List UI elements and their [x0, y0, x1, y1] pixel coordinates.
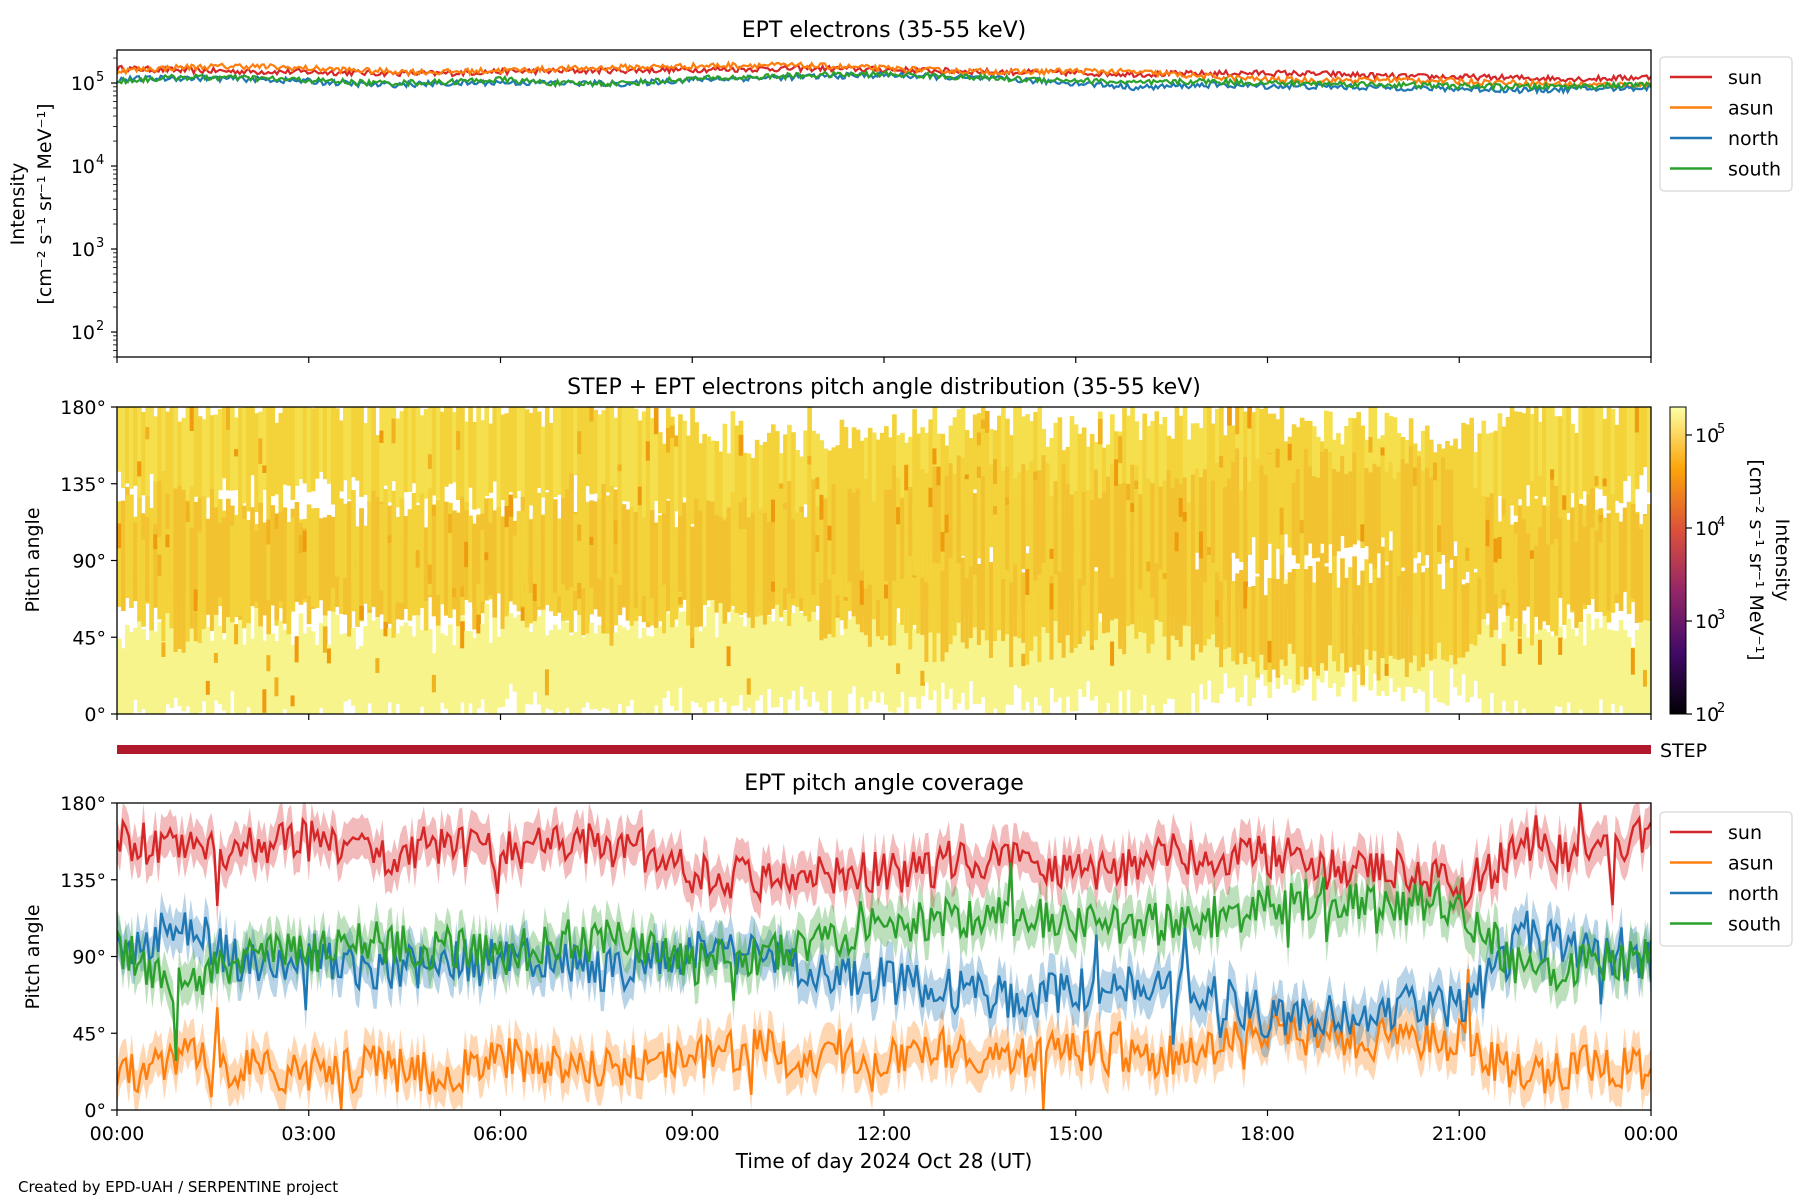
coverage-x-ticks: 00:00 03:00 06:00 09:00 12:00 15:00 18:00 21:00… [90, 1110, 1679, 1145]
y-tick-label: 90° [72, 551, 106, 573]
coverage-line-sun [117, 803, 1651, 910]
y-tick-label-base: 10 [71, 322, 95, 344]
coverage-ylabel: Pitch angle [22, 904, 44, 1009]
legend-label-sun: sun [1728, 822, 1762, 844]
x-tick-label: 00:00 [90, 1123, 145, 1145]
series-line-south [117, 69, 1651, 93]
pad-y-ticks: 0° 45° 90° 135° 180° [60, 397, 117, 726]
series-line-north [117, 70, 1651, 96]
coverage-y-ticks: 0° 45° 90° 135° 180° [60, 793, 117, 1122]
legend-box [1659, 811, 1793, 947]
band-south [117, 842, 1651, 1082]
pad-x-ticks [116, 714, 1652, 720]
pad-ylabel: Pitch angle [22, 507, 44, 612]
legend-box [1659, 56, 1793, 192]
y-tick-label: 45° [72, 1023, 106, 1045]
coverage-legend: sun asun north south [1659, 811, 1793, 947]
legend-label-north: north [1728, 128, 1779, 150]
y-tick-label: 90° [72, 947, 106, 969]
footer-credit: Created by EPD-UAH / SERPENTINE project [18, 1178, 338, 1196]
colorbar-tick-exp: 4 [1717, 515, 1725, 530]
coverage-bands [117, 803, 1651, 1110]
intensity-x-ticks [116, 357, 1652, 363]
x-tick-label: 18:00 [1240, 1123, 1295, 1145]
y-tick-label-exp: 2 [96, 319, 104, 334]
legend-label-south: south [1728, 914, 1781, 936]
intensity-lines [117, 60, 1651, 96]
y-tick-label-base: 10 [71, 239, 95, 261]
panel-coverage: EPT pitch angle coverage 0° 45° 90° 135° 180… [22, 771, 1793, 1173]
coverage-xlabel: Time of day 2024 Oct 28 (UT) [735, 1149, 1033, 1173]
colorbar-label-line2: [cm⁻² s⁻¹ sr⁻¹ MeV⁻¹] [1745, 459, 1767, 660]
x-tick-label: 00:00 [1624, 1123, 1679, 1145]
coverage-line-south [117, 862, 1651, 1062]
y-tick-label: 135° [60, 870, 106, 892]
y-tick-label: 135° [60, 474, 106, 496]
colorbar-label-line1: Intensity [1771, 519, 1793, 602]
coverage-line-north [117, 910, 1651, 1045]
step-coverage-bar [117, 745, 1651, 754]
y-tick-label: 0° [84, 704, 106, 726]
x-tick-label: 09:00 [665, 1123, 720, 1145]
y-tick-label: 180° [60, 793, 106, 815]
y-tick-label-base: 10 [71, 73, 95, 95]
panel-intensity-frame [116, 49, 1652, 358]
intensity-ylabel-line1: Intensity [7, 163, 29, 246]
coverage-line-asun [117, 969, 1651, 1110]
legend-label-north: north [1728, 883, 1779, 905]
series-line-asun [117, 60, 1651, 89]
legend-label-asun: asun [1728, 98, 1774, 120]
panel-step: STEP [117, 740, 1707, 762]
x-tick-label: 21:00 [1432, 1123, 1487, 1145]
band-asun [117, 948, 1651, 1110]
colorbar [1669, 406, 1687, 715]
x-tick-label: 15:00 [1048, 1123, 1103, 1145]
panel-pad-title: STEP + EPT electrons pitch angle distrib… [567, 375, 1201, 400]
colorbar-tick-base: 10 [1695, 518, 1719, 540]
y-tick-label: 45° [72, 627, 106, 649]
y-tick-label-exp: 5 [96, 70, 104, 85]
step-label: STEP [1660, 740, 1707, 762]
panel-intensity-title: EPT electrons (35-55 keV) [742, 18, 1027, 43]
y-tick-label-base: 10 [71, 156, 95, 178]
x-tick-label: 06:00 [473, 1123, 528, 1145]
legend-label-asun: asun [1728, 853, 1774, 875]
x-tick-label: 03:00 [281, 1123, 336, 1145]
colorbar-tick-base: 10 [1695, 425, 1719, 447]
colorbar-tick-base: 10 [1695, 611, 1719, 633]
colorbar-tick-exp: 2 [1717, 701, 1725, 716]
colorbar-tick-exp: 5 [1717, 422, 1725, 437]
intensity-legend: sun asun north south [1659, 56, 1793, 192]
panel-coverage-title: EPT pitch angle coverage [744, 771, 1024, 796]
legend-label-sun: sun [1728, 67, 1762, 89]
y-tick-label-exp: 3 [96, 236, 104, 251]
y-tick-label-exp: 4 [96, 153, 104, 168]
colorbar-tick-exp: 3 [1717, 608, 1725, 623]
intensity-ylabel-line2: [cm⁻² s⁻¹ sr⁻¹ MeV⁻¹] [34, 103, 56, 304]
panel-pad: STEP + EPT electrons pitch angle distrib… [22, 375, 1793, 726]
pad-heatmap [117, 407, 1651, 714]
legend-label-south: south [1728, 159, 1781, 181]
coverage-lines [117, 803, 1651, 1110]
colorbar-tick-base: 10 [1695, 704, 1719, 726]
x-tick-label: 12:00 [857, 1123, 912, 1145]
y-tick-label: 180° [60, 397, 106, 419]
y-tick-label: 0° [84, 1100, 106, 1122]
